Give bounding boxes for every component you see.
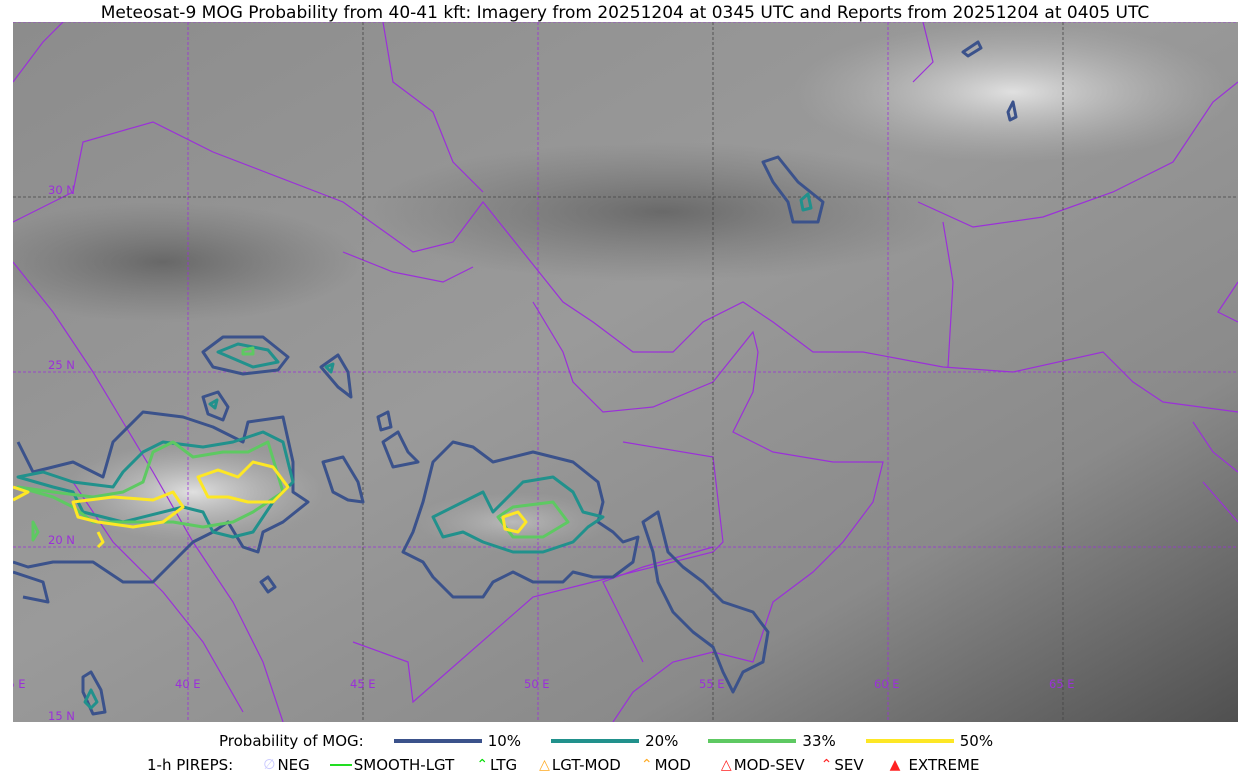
lat-label: 25 N	[48, 358, 75, 372]
pirep-label: LTG	[490, 756, 518, 774]
probability-legend-label: Probability of MOG:	[219, 732, 364, 750]
lon-label: 50 E	[524, 677, 550, 691]
level-swatch-20	[551, 739, 640, 743]
mog-contours	[13, 40, 1018, 716]
lon-label: 40 E	[175, 677, 201, 691]
level-label: 10%	[487, 732, 522, 750]
dark-band	[363, 142, 963, 282]
lon-labels: 35 E 40 E 45 E 50 E 55 E 60 E 65 E	[13, 677, 1075, 691]
double-caret-icon: ⌃	[820, 757, 833, 773]
caret-icon: ⌃	[640, 757, 653, 773]
pirep-label: SMOOTH-LGT	[353, 756, 455, 774]
level-swatch-10	[393, 739, 482, 743]
pirep-label: MOD-SEV	[733, 756, 805, 774]
probability-legend: Probability of MOG: 10% 20% 33% 50%	[0, 732, 1250, 750]
hat-icon: △	[539, 757, 550, 773]
satellite-map: 30 N 25 N 20 N 15 N 35 E 40 E 45 E 50 E …	[13, 22, 1238, 722]
contour-33pct	[16, 346, 570, 542]
lat-label: 30 N	[48, 183, 75, 197]
pirep-label: LGT-MOD	[551, 756, 621, 774]
level-label: 33%	[802, 732, 836, 750]
neg-icon: ∅	[263, 757, 276, 773]
lat-label: 15 N	[48, 709, 75, 722]
level-label: 20%	[645, 732, 679, 750]
lon-label: 55 E	[699, 677, 725, 691]
lon-label: 60 E	[874, 677, 900, 691]
triangle-icon: ▲	[889, 757, 901, 773]
pirep-label: EXTREME	[908, 756, 980, 774]
lat-label: 20 N	[48, 533, 75, 547]
contour-50pct	[13, 460, 528, 549]
map-title: Meteosat-9 MOG Probability from 40-41 kf…	[100, 3, 1150, 23]
pirep-legend-label: 1-h PIREPS:	[147, 756, 234, 774]
level-label: 50%	[959, 732, 994, 750]
cloud-area	[413, 492, 613, 552]
level-swatch-50	[865, 739, 954, 743]
double-hat-icon: △	[720, 757, 732, 773]
level-swatch-33	[708, 739, 797, 743]
lon-label: 65 E	[1049, 677, 1075, 691]
contour-10pct	[13, 40, 1018, 716]
lon-label: 45 E	[350, 677, 376, 691]
pirep-label: NEG	[277, 756, 310, 774]
caret-icon: ⌃	[476, 757, 489, 773]
borders	[13, 22, 1238, 722]
pirep-label: SEV	[834, 756, 864, 774]
pirep-label: MOD	[654, 756, 691, 774]
pirep-legend: 1-h PIREPS: ∅ NEG SMOOTH-LGT ⌃ LTG △ LGT…	[0, 756, 1250, 774]
graticule	[13, 22, 1238, 722]
line-icon	[329, 764, 352, 766]
contour-20pct	[16, 192, 813, 710]
lon-label: 35 E	[13, 677, 26, 691]
cloud-area	[793, 22, 1233, 162]
lat-labels: 30 N 25 N 20 N 15 N	[48, 183, 75, 722]
